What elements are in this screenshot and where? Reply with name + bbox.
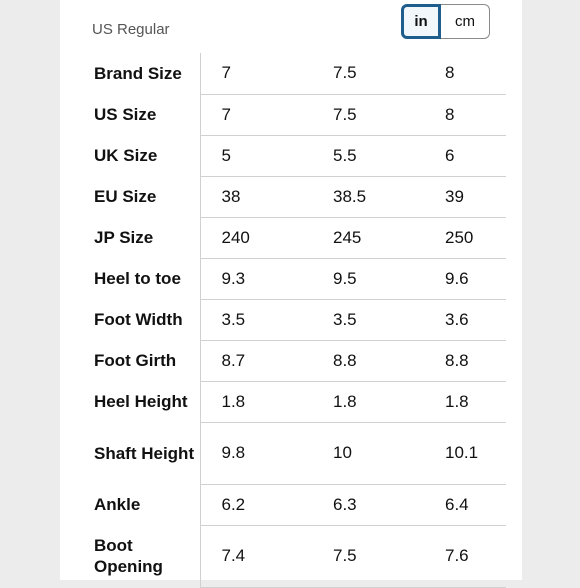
row-label: Heel Height	[60, 381, 201, 422]
size-row-us-size: US Size 7 7.5 8	[60, 94, 506, 136]
unit-inches-button[interactable]: in	[401, 4, 441, 39]
size-cell: 8	[424, 94, 506, 136]
size-cell: 7.6	[424, 525, 506, 588]
unit-toggle: in cm	[401, 4, 490, 39]
size-cell: 245	[312, 217, 424, 259]
size-cell: 9.5	[312, 258, 424, 300]
row-label: Shaft Height	[60, 422, 201, 484]
size-row-uk-size: UK Size 5 5.5 6	[60, 135, 506, 177]
size-cell: 240	[200, 217, 312, 259]
size-cell: 10.1	[424, 422, 506, 485]
size-cell: 5.5	[312, 135, 424, 177]
row-label: Foot Width	[60, 299, 201, 340]
size-cell: 1.8	[312, 381, 424, 423]
size-row-jp-size: JP Size 240 245 250	[60, 217, 506, 259]
size-cell: 6.2	[200, 484, 312, 526]
row-label: Brand Size	[60, 53, 201, 94]
size-row-ankle: Ankle 6.2 6.3 6.4	[60, 484, 506, 526]
size-row-heel-height: Heel Height 1.8 1.8 1.8	[60, 381, 506, 423]
size-row-shaft-height: Shaft Height 9.8 10 10.1	[60, 422, 506, 485]
size-cell: 3.5	[200, 299, 312, 341]
row-label: Heel to toe	[60, 258, 201, 299]
size-cell: 1.8	[200, 381, 312, 423]
size-cell: 250	[424, 217, 506, 259]
size-cell: 7.5	[312, 53, 424, 95]
size-row-heel-to-toe: Heel to toe 9.3 9.5 9.6	[60, 258, 506, 300]
row-label: Boot Opening	[60, 525, 201, 587]
size-chart-table: Brand Size 7 7.5 8 US Size 7 7.5 8 UK Si…	[60, 53, 506, 588]
size-cell: 7.4	[200, 525, 312, 588]
size-cell: 5	[200, 135, 312, 177]
row-label: UK Size	[60, 135, 201, 176]
region-label: US Regular	[92, 21, 170, 38]
row-label: Ankle	[60, 484, 201, 525]
size-cell: 38	[200, 176, 312, 218]
size-cell: 7	[200, 94, 312, 136]
size-row-foot-girth: Foot Girth 8.7 8.8 8.8	[60, 340, 506, 382]
size-cell: 6.3	[312, 484, 424, 526]
size-cell: 3.6	[424, 299, 506, 341]
row-label: EU Size	[60, 176, 201, 217]
size-cell: 6.4	[424, 484, 506, 526]
size-cell: 8	[424, 53, 506, 95]
row-label: US Size	[60, 94, 201, 135]
size-cell: 8.7	[200, 340, 312, 382]
size-cell: 7	[200, 53, 312, 95]
size-cell: 38.5	[312, 176, 424, 218]
size-cell: 3.5	[312, 299, 424, 341]
row-label: Foot Girth	[60, 340, 201, 381]
size-cell: 8.8	[424, 340, 506, 382]
size-cell: 9.6	[424, 258, 506, 300]
size-cell: 7.5	[312, 94, 424, 136]
size-cell: 6	[424, 135, 506, 177]
size-cell: 7.5	[312, 525, 424, 588]
size-cell: 10	[312, 422, 424, 485]
size-cell: 39	[424, 176, 506, 218]
size-row-eu-size: EU Size 38 38.5 39	[60, 176, 506, 218]
size-cell: 1.8	[424, 381, 506, 423]
unit-centimeters-button[interactable]: cm	[441, 4, 490, 39]
size-cell: 9.8	[200, 422, 312, 485]
size-cell: 9.3	[200, 258, 312, 300]
row-label: JP Size	[60, 217, 201, 258]
size-row-boot-opening: Boot Opening 7.4 7.5 7.6	[60, 525, 506, 588]
size-cell: 8.8	[312, 340, 424, 382]
size-row-brand-size: Brand Size 7 7.5 8	[60, 53, 506, 95]
size-row-foot-width: Foot Width 3.5 3.5 3.6	[60, 299, 506, 341]
